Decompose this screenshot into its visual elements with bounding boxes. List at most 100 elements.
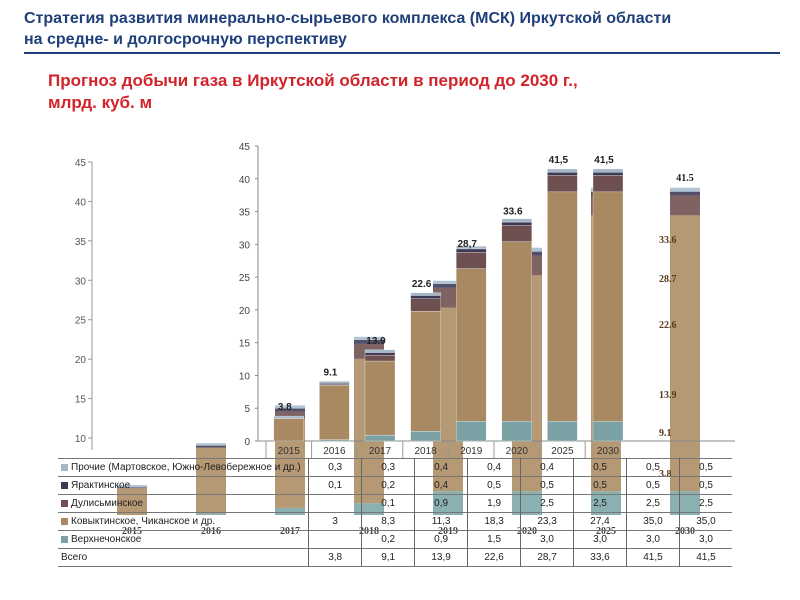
table-cell: 35,0 <box>678 512 732 531</box>
legend-swatch <box>61 481 68 489</box>
back-bar-segment <box>433 280 463 284</box>
bar-segment <box>319 381 350 384</box>
table-cell: 28,7 <box>520 548 574 567</box>
back-bar-segment <box>670 215 700 492</box>
back-bar-segment <box>117 488 147 515</box>
bar-segment <box>364 349 396 353</box>
slide-title-line-2: на средне- и долгосрочную перспективу <box>24 31 347 48</box>
table-cell: 0,4 <box>520 458 574 477</box>
bar-segment <box>592 168 624 173</box>
back-bar-segment <box>275 408 305 412</box>
bar-segment <box>547 191 578 422</box>
bar-segment <box>592 421 624 442</box>
back-total-label: 41.5 <box>676 173 694 184</box>
x-tick-label: 2025 <box>551 446 574 457</box>
back-bar-segment <box>196 447 226 448</box>
legend-swatch <box>61 463 68 471</box>
back-inner-label: 33.6 <box>659 235 677 246</box>
table-cell: 33,6 <box>573 548 627 567</box>
bar-segment <box>319 385 350 440</box>
table-row: Верхнечонское 0,2 0,9 1,5 3,0 3,0 3,0 3,0 <box>58 530 732 549</box>
bar-segment <box>547 168 578 173</box>
bar-segment <box>501 225 532 242</box>
table-cell: 35,0 <box>626 512 680 531</box>
back-y-tick-label: 15 <box>75 395 87 406</box>
bar-segment <box>364 354 396 362</box>
table-cell: 0,1 <box>308 476 362 495</box>
back-y-tick-label: 10 <box>75 434 87 445</box>
table-cell: 0,2 <box>361 530 415 549</box>
back-bar-segment <box>196 513 226 515</box>
total-label: 22.6 <box>412 279 432 290</box>
table-cell: 13,9 <box>414 548 468 567</box>
bar-segment <box>547 172 578 176</box>
y-tick-label: 35 <box>239 208 251 219</box>
back-bar-segment <box>117 485 147 488</box>
back-bar-segment <box>275 411 305 419</box>
back-y-tick-label: 35 <box>75 237 87 248</box>
bar-segment <box>501 221 532 226</box>
bar-segment <box>410 298 441 312</box>
table-cell: 11,3 <box>414 512 468 531</box>
x-tick-label: 2018 <box>414 446 437 457</box>
legend-label: Верхнечонское <box>71 534 142 545</box>
back-y-tick-label: 30 <box>75 276 87 287</box>
back-y-tick-label: 25 <box>75 316 87 327</box>
table-cell: 0,2 <box>361 476 415 495</box>
table-cell: 0,3 <box>308 458 362 477</box>
back-y-tick-label: 40 <box>75 197 87 208</box>
chart-title-line-2: млрд. куб. м <box>48 93 153 112</box>
back-bar-segment <box>275 507 305 515</box>
table-cell: 0,5 <box>678 476 732 495</box>
table-cell: 3,0 <box>626 530 680 549</box>
back-bar-segment <box>670 187 700 192</box>
table-row: Дулисьминское 0,1 0,9 1,9 2,5 2,5 2,5 2,5 <box>58 494 732 513</box>
table-cell: 3 <box>308 512 362 531</box>
table-row: Ковыктинское, Чиканское и др. 3 8,3 11,3 18,… <box>58 512 732 531</box>
table-cell <box>308 530 362 549</box>
total-label: 3.8 <box>278 402 292 413</box>
table-row-label: Дулисьминское <box>58 495 309 513</box>
table-cell: 0,5 <box>678 458 732 477</box>
back-bar-segment <box>196 447 226 514</box>
table-cell: 23,3 <box>520 512 574 531</box>
y-tick-label: 20 <box>239 306 251 317</box>
bar-segment <box>410 292 441 296</box>
bar-segment <box>592 172 624 176</box>
table-cell: 3,0 <box>520 530 574 549</box>
x-tick-label: 2019 <box>460 446 483 457</box>
table-row-label: Ковыктинское, Чиканское и др. <box>58 513 309 531</box>
table-cell <box>308 494 362 513</box>
legend-label: Ярактинское <box>71 480 131 491</box>
table-cell: 0,5 <box>626 476 680 495</box>
total-label: 28,7 <box>457 239 477 250</box>
back-x-tick-label: 2016 <box>201 526 221 537</box>
table-row-label: Верхнечонское <box>58 531 309 549</box>
back-inner-label: 9.1 <box>659 428 672 439</box>
bar-segment <box>456 252 487 269</box>
bar-segment <box>592 175 624 193</box>
bar-segment <box>547 175 578 193</box>
back-bar-segment <box>354 339 384 344</box>
table-row-label: Прочие (Мартовское, Южно-Левобережное и … <box>58 459 309 477</box>
total-label: 41,5 <box>594 155 614 166</box>
chart-title: Прогноз добычи газа в Иркутской области … <box>48 70 748 114</box>
table-cell: 3,0 <box>573 530 627 549</box>
chart-title-line-1: Прогноз добычи газа в Иркутской области … <box>48 71 578 90</box>
table-cell: 0,4 <box>414 458 468 477</box>
table-row: Всего 3,8 9,1 13,9 22,6 28,7 33,6 41,5 41,5 <box>58 548 732 567</box>
back-bar-segment <box>433 283 463 288</box>
back-bar-segment <box>670 195 700 216</box>
table-row: Прочие (Мартовское, Южно-Левобережное и … <box>58 458 732 477</box>
table-cell: 1,5 <box>467 530 521 549</box>
bar-segment <box>319 383 350 385</box>
legend-swatch <box>61 517 68 525</box>
table-cell: 3,0 <box>678 530 732 549</box>
back-inner-label: 13.9 <box>659 390 677 401</box>
table-cell: 2,5 <box>573 494 627 513</box>
table-cell: 0,5 <box>467 476 521 495</box>
table-cell: 22,6 <box>467 548 521 567</box>
bar-segment <box>273 415 304 419</box>
table-cell: 0,4 <box>467 458 521 477</box>
slide-title-line-1: Стратегия развития минерально-сырьевого … <box>24 10 672 27</box>
